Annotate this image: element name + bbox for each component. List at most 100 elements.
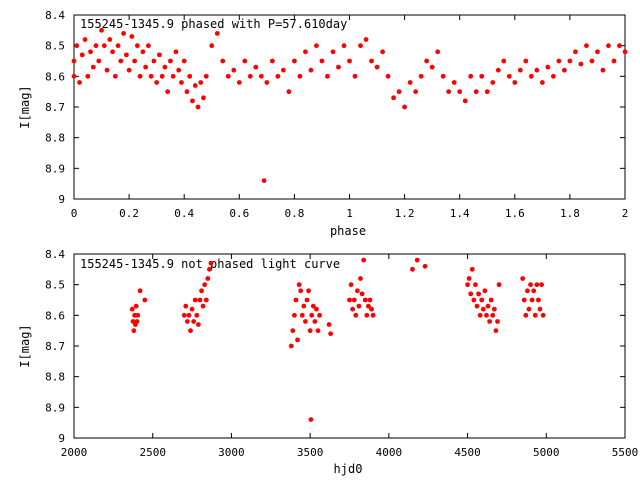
data-point	[201, 95, 206, 101]
data-point	[496, 282, 502, 288]
data-point	[168, 58, 173, 64]
data-point	[493, 328, 499, 334]
data-point	[197, 297, 203, 303]
data-point	[488, 297, 494, 303]
data-point	[290, 328, 296, 334]
data-point	[137, 288, 143, 294]
data-point	[154, 80, 160, 85]
data-point	[301, 303, 307, 309]
data-point	[473, 89, 479, 95]
x-tick-label: 1.4	[450, 207, 470, 220]
unphased-y-axis-label: I[mag]	[18, 324, 32, 367]
data-point	[402, 104, 407, 110]
data-point	[304, 297, 310, 303]
data-point	[330, 49, 336, 55]
unphased-points	[129, 257, 546, 422]
x-tick-label: 0.8	[284, 207, 304, 220]
data-point	[351, 297, 357, 303]
x-tick-label: 3000	[218, 446, 245, 459]
data-point	[358, 276, 363, 281]
data-point	[225, 73, 231, 79]
x-tick-label: 0	[71, 207, 78, 220]
data-point	[611, 58, 617, 64]
data-point	[356, 303, 362, 309]
data-point	[192, 83, 198, 88]
data-point	[181, 58, 187, 64]
y-tick-label: 8.9	[45, 162, 65, 175]
data-point	[479, 297, 485, 303]
data-point	[396, 89, 402, 95]
data-point	[157, 52, 162, 58]
data-point	[524, 288, 530, 294]
data-point	[457, 89, 463, 95]
data-point	[292, 312, 297, 318]
data-point	[112, 73, 118, 79]
data-point	[480, 306, 486, 312]
data-point	[471, 297, 477, 303]
data-point	[261, 178, 267, 184]
data-point	[521, 297, 527, 303]
data-point	[137, 73, 143, 79]
data-point	[170, 73, 176, 79]
data-point	[134, 319, 140, 324]
data-point	[132, 58, 138, 64]
data-point	[584, 43, 589, 49]
data-point	[374, 64, 380, 70]
data-point	[145, 43, 151, 49]
data-point	[129, 34, 135, 39]
data-point	[469, 266, 475, 272]
phased-x-ticks: 0 0.2 0.4 0.6 0.8 1 1.2 1.4 1.6 1.8 2	[71, 15, 628, 220]
data-point	[71, 58, 77, 64]
data-point	[296, 282, 302, 288]
data-point	[286, 89, 292, 95]
data-point	[531, 288, 537, 294]
phased-y-axis-label: I[mag]	[18, 85, 32, 128]
data-point	[312, 319, 318, 324]
data-point	[424, 58, 430, 64]
data-point	[82, 37, 88, 42]
data-point	[165, 89, 171, 95]
phased-points	[71, 27, 628, 184]
data-point	[484, 312, 489, 318]
x-tick-label: 0.4	[174, 207, 194, 220]
data-point	[205, 276, 211, 281]
data-point	[206, 266, 212, 272]
data-point	[362, 297, 368, 303]
y-tick-label: 8.4	[45, 9, 65, 22]
data-point	[247, 73, 253, 79]
data-point	[369, 58, 374, 64]
data-point	[422, 263, 428, 269]
data-point	[414, 257, 420, 263]
data-point	[85, 73, 91, 79]
data-point	[561, 67, 567, 73]
data-point	[142, 297, 148, 303]
data-point	[214, 31, 220, 36]
x-tick-label: 0.6	[229, 207, 249, 220]
x-tick-label: 4000	[376, 446, 403, 459]
data-point	[534, 67, 540, 73]
phased-plot-frame	[73, 14, 626, 200]
x-tick-label: 3500	[297, 446, 324, 459]
data-point	[528, 282, 533, 288]
data-point	[133, 303, 139, 309]
data-point	[148, 73, 154, 79]
data-point	[74, 43, 80, 49]
data-point	[189, 306, 195, 312]
data-point	[336, 64, 341, 70]
data-point	[556, 58, 562, 64]
data-point	[319, 58, 325, 64]
phased-x-axis-label: phase	[330, 224, 366, 238]
data-point	[176, 67, 182, 73]
data-point	[537, 306, 543, 312]
data-point	[77, 80, 82, 85]
data-point	[101, 43, 107, 49]
data-point	[71, 73, 77, 79]
data-point	[606, 43, 611, 49]
data-point	[325, 73, 330, 79]
data-point	[359, 291, 365, 297]
data-point	[482, 288, 488, 294]
data-point	[143, 64, 149, 70]
data-point	[181, 312, 187, 318]
data-point	[220, 58, 226, 64]
